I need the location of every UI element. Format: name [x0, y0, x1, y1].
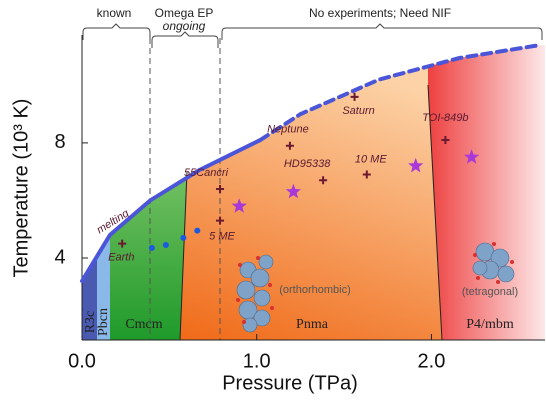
planet-label: 55Cancri: [184, 167, 229, 179]
planet-marker: [441, 136, 450, 145]
dot-marker: [148, 244, 155, 251]
x-tick-label: 2.0: [418, 350, 446, 372]
y-tick-label: 8: [54, 131, 65, 153]
header-text: No experiments; Need NIF: [309, 6, 451, 20]
dot-marker: [180, 234, 187, 241]
melting-curve: [80, 138, 263, 284]
phase-note: (tetragonal): [462, 286, 518, 298]
planet-label: 10 ME: [355, 153, 387, 165]
planet-marker: [216, 184, 225, 193]
header-text: known: [97, 6, 132, 20]
boundary: [427, 84, 443, 341]
crystals: [236, 242, 515, 333]
planet-label: HD95338: [284, 158, 331, 170]
overlay: [82, 35, 545, 282]
planet-marker: [118, 239, 127, 248]
region-label: Cmcm: [125, 317, 162, 332]
header-text: Omega EP: [155, 6, 214, 20]
boundary: [179, 171, 188, 341]
above-curve: [82, 35, 545, 282]
region-label: Pbcn: [96, 308, 111, 336]
planet-label: TOI-849b: [422, 112, 468, 124]
bracket: [221, 23, 543, 40]
planet-label: Earth: [108, 252, 134, 264]
melting-curve: [258, 43, 542, 143]
star-marker: [464, 149, 480, 164]
planet-label: Neptune: [267, 124, 309, 136]
star-marker: [231, 198, 247, 213]
region-label: P4/mbm: [466, 317, 514, 332]
planet-label: 5 ME: [209, 230, 235, 242]
dot-marker: [162, 242, 169, 249]
planet-marker: [319, 176, 328, 185]
y-tick-label: 4: [54, 246, 65, 268]
planet-marker: [285, 141, 294, 150]
bracket: [82, 23, 151, 40]
planet-marker: [350, 92, 359, 101]
dot-marker: [194, 227, 201, 234]
star-marker: [285, 183, 301, 199]
planet-marker: [216, 216, 225, 225]
x-tick-label: 0.0: [68, 350, 96, 372]
region-label: R3c: [83, 311, 98, 334]
planet-marker: [362, 170, 371, 179]
x-axis-label: Pressure (TPa): [222, 372, 358, 394]
header-text: ongoing: [163, 19, 206, 33]
x-tick-label: 1.0: [243, 350, 271, 372]
phase-note: (orthorhombic): [279, 284, 351, 296]
star-marker: [408, 157, 424, 173]
bracket: [151, 31, 219, 48]
planet-label: Saturn: [342, 105, 374, 117]
region-p4mbm: [428, 35, 545, 340]
boundaries: [82, 23, 543, 341]
y-axis-label: Temperature (10³ K): [10, 99, 32, 278]
region-label: Pnma: [296, 317, 329, 332]
